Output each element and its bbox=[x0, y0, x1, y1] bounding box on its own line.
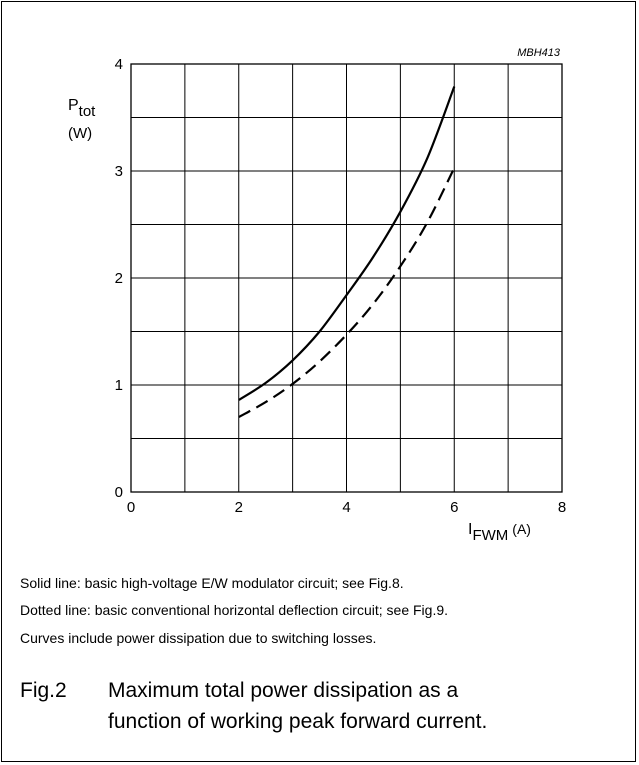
caption-line-2: function of working peak forward current… bbox=[108, 710, 488, 733]
note-solid-line: Solid line: basic high-voltage E/W modul… bbox=[20, 575, 404, 591]
figure-reference-code: MBH413 bbox=[517, 47, 561, 59]
y-axis-label: Ptot bbox=[68, 97, 96, 120]
x-tick-label: 2 bbox=[235, 499, 243, 516]
x-tick-label: 6 bbox=[450, 499, 458, 516]
figure-number: Fig.2 bbox=[20, 679, 67, 702]
series-solid-line bbox=[238, 86, 456, 401]
x-tick-label: 0 bbox=[127, 499, 135, 516]
plot-area-border bbox=[130, 63, 563, 493]
y-axis-unit: (W) bbox=[68, 125, 92, 142]
x-tick-label: 4 bbox=[342, 499, 350, 516]
x-axis-label: IFWM (A) bbox=[468, 521, 531, 542]
y-tick-label: 0 bbox=[115, 484, 123, 501]
caption-line-1: Maximum total power dissipation as a bbox=[108, 679, 459, 702]
y-tick-label: 3 bbox=[115, 163, 123, 180]
note-switching-losses: Curves include power dissipation due to … bbox=[20, 630, 377, 646]
y-tick-label: 1 bbox=[115, 377, 123, 394]
y-tick-label: 4 bbox=[115, 56, 123, 73]
chart: 0 2 4 6 8 0 1 2 3 4 Ptot (W) IFWM (A) MBH413 bbox=[68, 47, 566, 542]
x-tick-label: 8 bbox=[558, 499, 566, 516]
note-dotted-line: Dotted line: basic conventional horizont… bbox=[20, 602, 449, 618]
y-tick-label: 2 bbox=[115, 270, 123, 287]
figure-caption: Fig.2 Maximum total power dissipation as … bbox=[20, 677, 458, 705]
series-dashed-line bbox=[238, 167, 456, 419]
